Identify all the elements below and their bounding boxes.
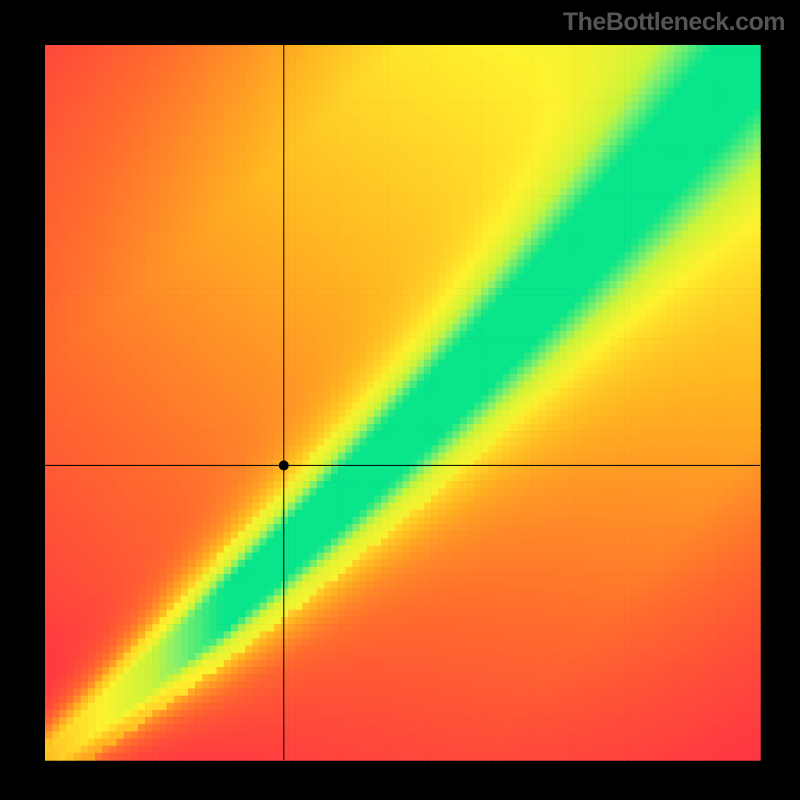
bottleneck-heatmap: [0, 0, 800, 800]
watermark-text: TheBottleneck.com: [563, 8, 785, 37]
chart-container: TheBottleneck.com: [0, 0, 800, 800]
